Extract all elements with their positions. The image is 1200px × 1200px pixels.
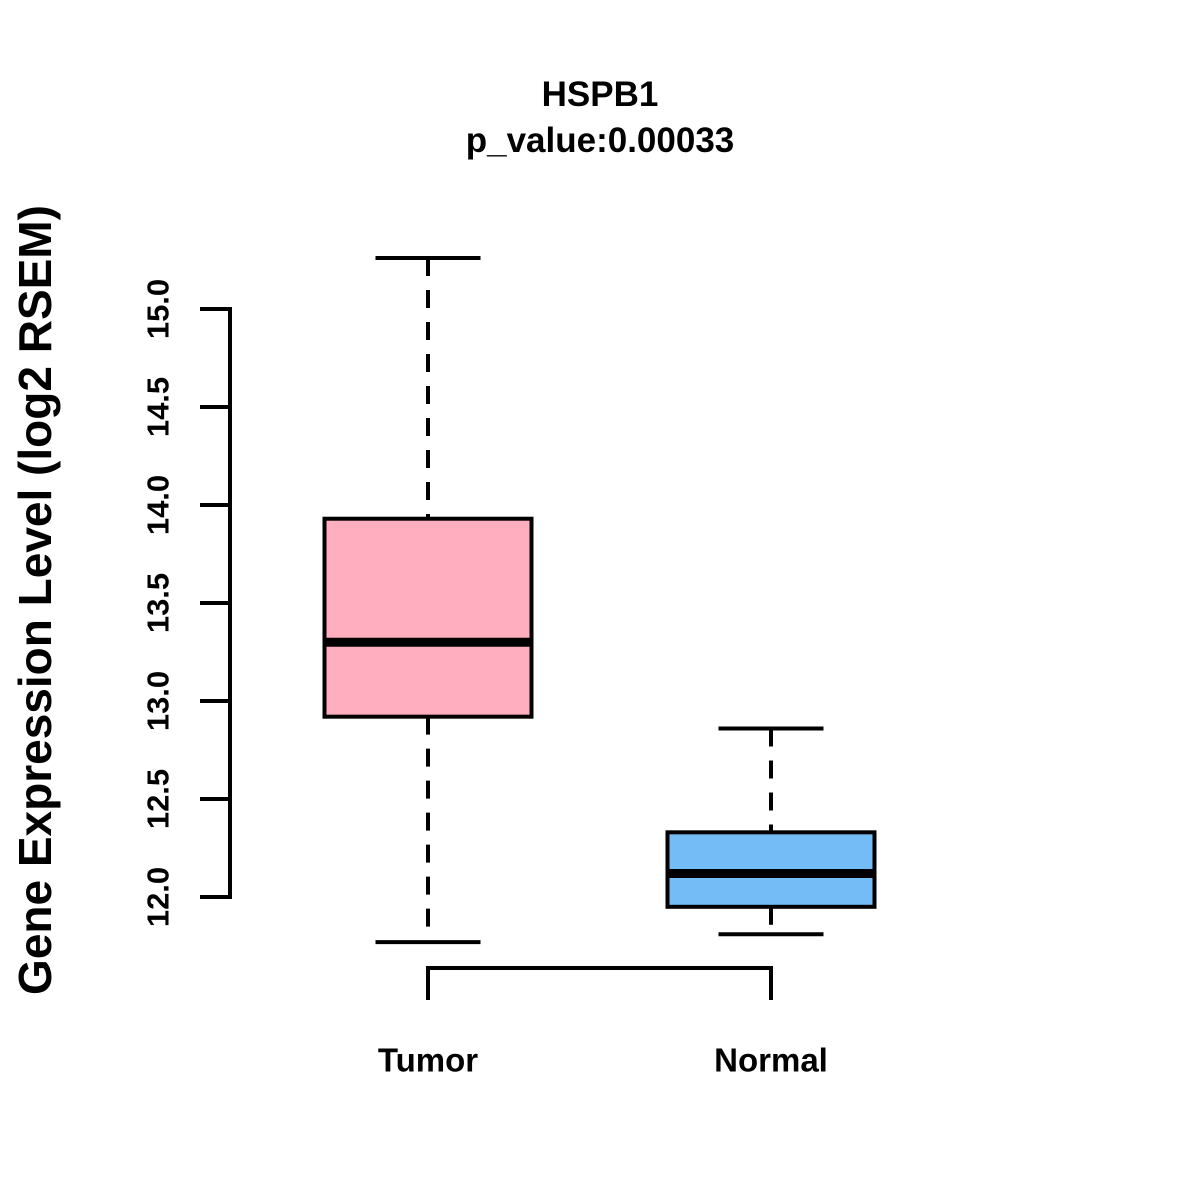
iqr-box: [322, 516, 534, 719]
y-tick-label: 12.0: [141, 867, 176, 927]
y-tick-label: 14.0: [141, 475, 176, 535]
chart-title: HSPB1: [541, 75, 659, 114]
chart-subtitle: p_value:0.00033: [465, 121, 735, 160]
x-category-label: Tumor: [378, 1042, 478, 1079]
title-block: HSPB1 p_value:0.00033: [0, 72, 1200, 164]
comparison-bracket: [426, 966, 773, 1000]
y-tick-label: 12.5: [141, 769, 176, 829]
y-tick-label: 13.5: [141, 573, 176, 633]
y-tick-label: 13.0: [141, 671, 176, 731]
y-tick-label: 14.5: [141, 377, 176, 437]
x-category-label: Normal: [714, 1042, 828, 1079]
y-tick-label: 15.0: [141, 279, 176, 339]
